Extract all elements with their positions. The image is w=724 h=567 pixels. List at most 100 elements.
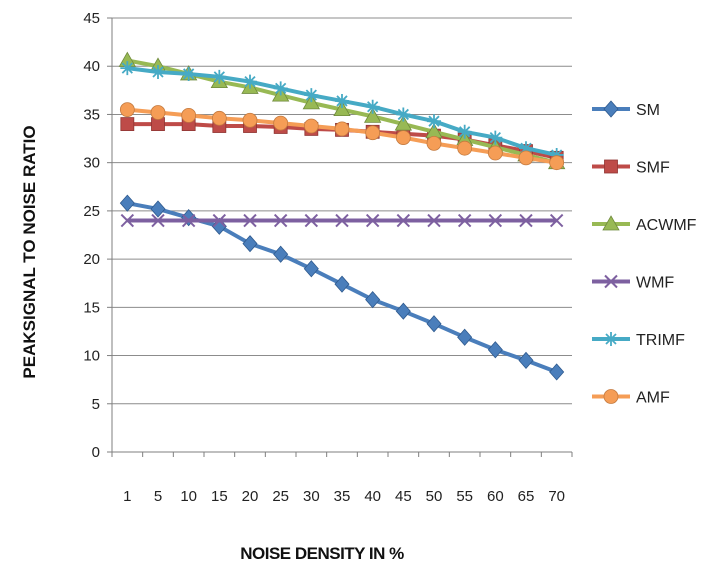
data-point-amf: [426, 135, 442, 151]
legend-item-acwmf: ACWMF: [592, 215, 697, 234]
series-wmf: [120, 213, 564, 228]
legend-label: SMF: [636, 160, 670, 177]
data-point-amf: [211, 110, 227, 126]
legend-marker: [603, 100, 619, 118]
data-point-amf: [242, 112, 258, 128]
data-point-trimf: [335, 93, 349, 108]
data-point-sm: [487, 341, 503, 359]
y-tick-label: 45: [83, 10, 100, 27]
x-tick-label: 70: [548, 488, 565, 505]
data-point-trimf: [457, 124, 472, 139]
y-axis-title: PEAKSIGNAL TO NOISE RATIO: [20, 125, 39, 378]
x-tick-label: 50: [426, 488, 443, 505]
data-point-amf: [487, 145, 503, 161]
y-tick-labels: 0 5 10 15 20 25 30 35 40 45: [83, 10, 100, 461]
x-tick-label: 25: [272, 488, 289, 505]
data-point-acwmf: [363, 107, 382, 123]
x-tick-label: 60: [487, 488, 504, 505]
legend-label: WMF: [636, 275, 674, 292]
data-point-trimf: [427, 114, 441, 129]
legend-marker: [604, 332, 618, 346]
data-point-wmf: [243, 213, 257, 228]
data-point-trimf: [519, 141, 533, 156]
data-point-trimf: [488, 130, 503, 145]
data-point-wmf: [212, 213, 227, 228]
data-point-sm: [426, 315, 442, 333]
x-tick-label: 15: [211, 488, 228, 505]
y-tick-label: 15: [83, 299, 100, 316]
y-tick-label: 30: [83, 155, 100, 172]
data-point-wmf: [273, 213, 288, 228]
legend-label: SM: [636, 102, 660, 119]
data-point-amf: [119, 102, 135, 118]
legend-item-wmf: WMF: [592, 275, 674, 292]
y-tick-label: 40: [83, 58, 100, 75]
data-point-sm: [181, 209, 197, 227]
data-point-amf: [181, 108, 197, 123]
legend: SM SMF ACWMF WMF TRIMF AMF: [592, 100, 697, 407]
data-point-sm: [303, 260, 319, 278]
legend-label: ACWMF: [636, 217, 697, 234]
y-tick-label: 35: [83, 106, 100, 123]
data-point-sm: [273, 245, 289, 263]
x-tick-label: 35: [334, 488, 351, 505]
data-point-sm: [549, 363, 565, 381]
legend-item-smf: SMF: [592, 160, 670, 177]
y-tick-label: 10: [83, 348, 100, 365]
data-point-sm: [365, 291, 381, 309]
y-tick-label: 5: [92, 396, 100, 413]
data-point-wmf: [488, 213, 503, 228]
series-amf: [119, 102, 565, 171]
data-point-trimf: [212, 69, 227, 84]
data-point-amf: [518, 150, 534, 166]
data-point-wmf: [304, 213, 319, 228]
x-tick-label: 20: [242, 488, 259, 505]
axes: [107, 17, 573, 457]
data-point-trimf: [365, 99, 380, 114]
legend-item-amf: AMF: [592, 389, 670, 407]
data-point-wmf: [151, 213, 165, 228]
data-point-amf: [365, 125, 381, 141]
series-layer: [118, 51, 566, 381]
data-point-trimf: [396, 107, 411, 122]
x-tick-labels: 1 5 10 15 20 25 30 35 40 45 50 55 60 65 70: [123, 488, 565, 505]
legend-item-trimf: TRIMF: [592, 332, 685, 349]
series-trimf: [120, 61, 564, 162]
x-axis-title: NOISE DENSITY IN %: [240, 544, 404, 563]
x-tick-label: 55: [456, 488, 473, 505]
data-point-acwmf: [333, 100, 351, 117]
data-point-sm: [395, 302, 411, 320]
x-tick-label: 30: [303, 488, 320, 505]
data-point-trimf: [549, 147, 564, 162]
data-point-wmf: [457, 213, 472, 228]
data-point-wmf: [427, 213, 441, 228]
y-tick-label: 0: [92, 444, 100, 461]
legend-label: TRIMF: [636, 332, 685, 349]
y-tick-label: 25: [83, 203, 100, 220]
data-point-sm: [518, 351, 534, 369]
data-point-wmf: [181, 213, 196, 228]
legend-marker: [602, 215, 620, 231]
data-point-sm: [242, 235, 258, 253]
data-point-sm: [457, 328, 473, 346]
legend-marker: [604, 159, 618, 174]
data-point-amf: [395, 130, 411, 145]
data-point-trimf: [151, 65, 165, 80]
data-point-amf: [549, 155, 565, 171]
legend-marker: [604, 274, 618, 289]
data-point-trimf: [304, 88, 319, 103]
x-tick-label: 1: [123, 488, 131, 505]
data-point-trimf: [273, 81, 288, 96]
data-point-wmf: [519, 213, 533, 228]
data-point-wmf: [396, 213, 411, 228]
data-point-trimf: [120, 61, 135, 76]
legend-item-sm: SM: [592, 100, 660, 119]
data-point-smf: [120, 117, 135, 131]
data-point-amf: [303, 118, 319, 134]
data-point-trimf: [243, 74, 257, 89]
data-point-amf: [334, 121, 350, 137]
gridlines: [112, 17, 572, 405]
data-point-amf: [273, 115, 289, 131]
data-point-wmf: [365, 213, 380, 228]
